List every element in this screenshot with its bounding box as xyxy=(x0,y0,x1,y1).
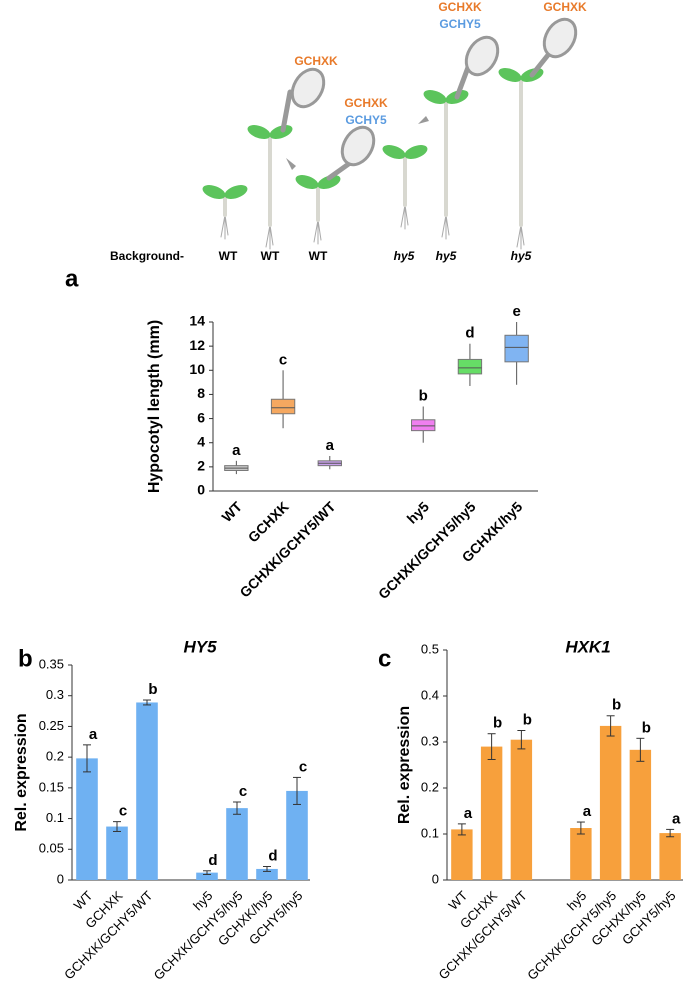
y-tick-label: 0.4 xyxy=(421,687,439,702)
y-axis-label: Hypocotyl length (mm) xyxy=(146,320,163,493)
bar xyxy=(629,749,652,880)
significance-letter: b xyxy=(493,715,502,732)
y-tick-label: 0.1 xyxy=(46,810,64,825)
significance-letter: a xyxy=(232,442,241,459)
significance-letter: c xyxy=(279,351,287,368)
bar xyxy=(510,739,533,880)
bar xyxy=(570,828,592,880)
bar xyxy=(451,829,473,880)
diagram-label: GCHXK xyxy=(438,0,482,14)
y-tick-label: 14 xyxy=(189,313,205,329)
significance-letter: c xyxy=(119,803,127,820)
diagram-label: GCHXK xyxy=(294,54,338,68)
diagram-label: GCHXK xyxy=(344,96,388,110)
y-tick-label: 0 xyxy=(432,871,439,886)
bar xyxy=(196,872,218,880)
significance-letter: c xyxy=(239,783,247,800)
y-tick-label: 2 xyxy=(197,458,205,474)
significance-letter: b xyxy=(612,697,621,714)
diagram-label: GCHY5 xyxy=(345,113,387,127)
bar xyxy=(256,868,278,880)
significance-letter: d xyxy=(465,325,474,342)
y-tick-label: 10 xyxy=(189,361,205,377)
y-tick-label: 0.1 xyxy=(421,825,439,840)
x-tick-label: hy5 xyxy=(190,888,215,913)
x-tick-label: hy5 xyxy=(404,498,433,527)
significance-letter: d xyxy=(268,847,277,864)
y-axis-label: Rel. expression xyxy=(396,706,413,824)
y-axis-label: Rel. expression xyxy=(13,713,30,831)
y-tick-label: 6 xyxy=(197,409,205,425)
significance-letter: e xyxy=(512,303,520,320)
panel-label: a xyxy=(65,265,79,292)
bar xyxy=(659,833,681,880)
y-tick-label: 0.2 xyxy=(421,779,439,794)
y-tick-label: 0.25 xyxy=(39,718,64,733)
panel-label: c xyxy=(378,645,391,672)
genotype: WT xyxy=(261,249,280,263)
y-tick-label: 0.15 xyxy=(39,779,64,794)
significance-letter: c xyxy=(299,758,307,775)
y-tick-label: 0.5 xyxy=(421,641,439,656)
significance-letter: b xyxy=(642,719,651,736)
bar xyxy=(480,746,503,880)
box xyxy=(270,398,296,415)
significance-letter: a xyxy=(464,805,473,822)
significance-letter: a xyxy=(672,810,681,827)
significance-letter: a xyxy=(89,726,98,743)
x-tick-label: WT xyxy=(446,888,471,913)
significance-letter: b xyxy=(523,711,532,728)
significance-letter: d xyxy=(208,852,217,869)
box xyxy=(457,358,483,375)
diagram-label: GCHXK xyxy=(543,0,587,14)
genotype: hy5 xyxy=(394,249,415,263)
genotype: hy5 xyxy=(436,249,457,263)
x-tick-label: WT xyxy=(218,498,245,525)
genotype: hy5 xyxy=(511,249,532,263)
significance-letter: b xyxy=(148,681,157,698)
y-tick-label: 0.3 xyxy=(421,733,439,748)
background-label: Background- xyxy=(110,249,184,263)
y-tick-label: 4 xyxy=(197,433,205,449)
bar xyxy=(76,758,98,880)
y-tick-label: 8 xyxy=(197,385,205,401)
y-tick-label: 12 xyxy=(189,337,205,353)
x-tick-label: WT xyxy=(71,888,96,913)
chart-title: HXK1 xyxy=(565,637,610,656)
bar xyxy=(599,725,622,880)
y-tick-label: 0.05 xyxy=(39,841,64,856)
significance-letter: a xyxy=(583,803,592,820)
y-tick-label: 0.35 xyxy=(39,656,64,671)
significance-letter: a xyxy=(326,437,335,454)
x-tick-label: GCHXK xyxy=(245,498,292,545)
diagram-label: GCHY5 xyxy=(439,17,481,31)
y-tick-label: 0.2 xyxy=(46,749,64,764)
chart-title: HY5 xyxy=(183,637,217,656)
y-tick-label: 0 xyxy=(197,482,205,498)
bar xyxy=(106,826,128,880)
seedling-diagram xyxy=(202,17,578,250)
bar xyxy=(136,702,158,880)
y-tick-label: 0.3 xyxy=(46,687,64,702)
y-tick-label: 0 xyxy=(57,871,64,886)
bar xyxy=(286,790,308,880)
significance-letter: b xyxy=(419,387,428,404)
panel-label: b xyxy=(18,645,33,672)
box xyxy=(504,334,529,363)
genotype: WT xyxy=(219,249,238,263)
bar xyxy=(226,808,248,880)
genotype: WT xyxy=(309,249,328,263)
box xyxy=(411,419,436,432)
